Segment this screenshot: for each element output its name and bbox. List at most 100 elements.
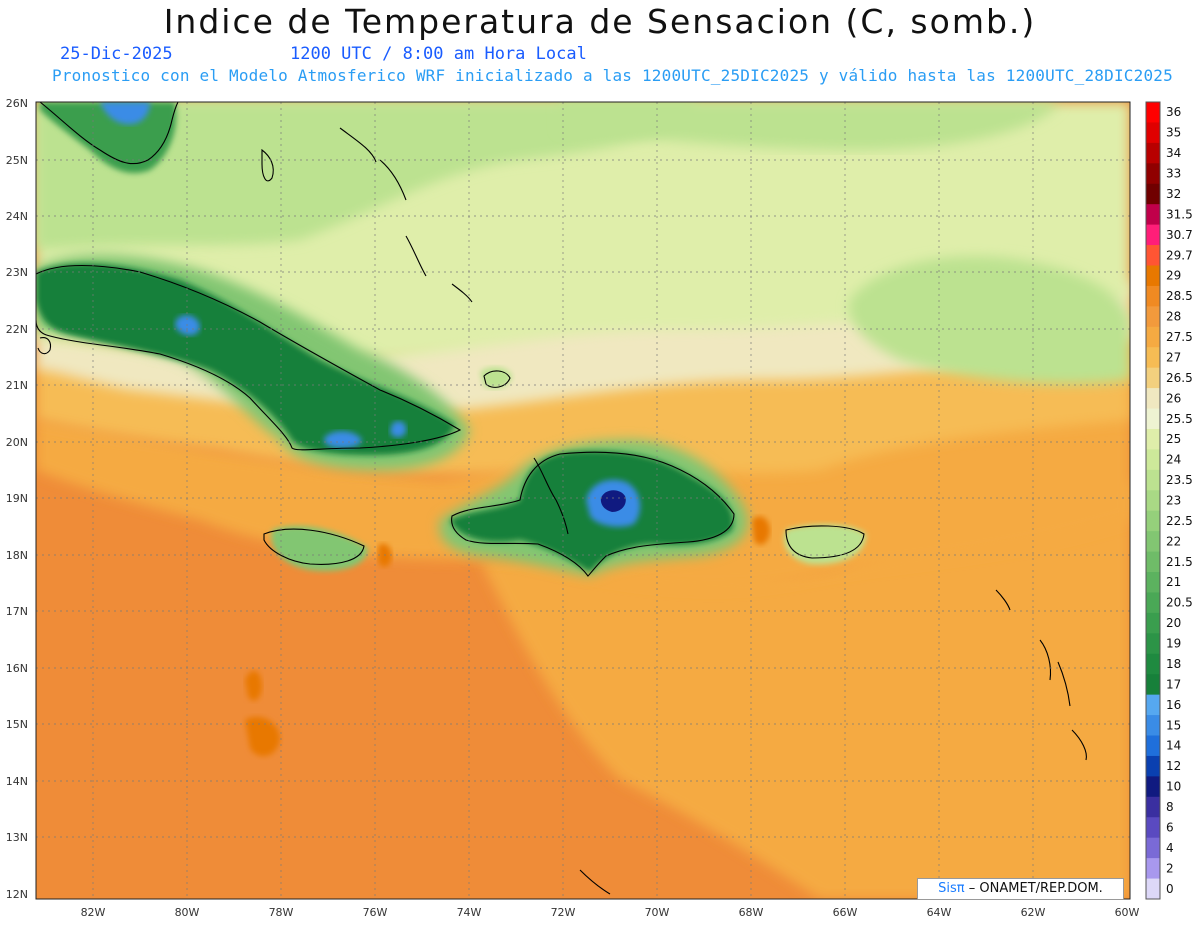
colorbar-label: 12 [1166,759,1181,773]
colorbar-swatch [1146,837,1160,859]
colorbar-label: 33 [1166,167,1181,181]
colorbar-label: 29 [1166,269,1181,283]
colorbar-swatch [1146,245,1160,266]
lon-label: 70W [645,906,670,919]
colorbar-swatch [1146,735,1160,757]
colorbar-label: 26 [1166,391,1181,405]
colorbar-swatch [1146,551,1160,573]
colorbar-swatch [1146,408,1160,430]
colorbar-swatch [1146,326,1160,348]
colorbar-label: 23 [1166,494,1181,508]
colorbar-label: 21.5 [1166,555,1193,569]
map-title: Indice de Temperatura de Sensacion (C, s… [163,2,1037,41]
lat-label: 13N [6,831,28,844]
lon-label: 72W [551,906,576,919]
colorbar-label: 26.5 [1166,371,1193,385]
brand-label: Sisπ [938,881,965,896]
colorbar-swatch [1146,796,1160,818]
colorbar: 36 35 34 33 32 31.5 30.7 29.7 29 28.5 28 27.5 27 26.5… [1145,101,1193,900]
colorbar-swatch [1146,163,1160,185]
lat-label: 26N [6,97,28,110]
colorbar-label: 28 [1166,310,1181,324]
lat-label: 15N [6,718,28,731]
colorbar-label: 27.5 [1166,330,1193,344]
colorbar-label: 31.5 [1166,207,1193,221]
lat-label: 17N [6,605,28,618]
colorbar-swatch [1146,653,1160,675]
colorbar-label: 22.5 [1166,514,1193,528]
longitude-labels: 82W 80W 78W 76W 74W 72W 70W 68W 66W 64W … [81,906,1140,919]
colorbar-label: 21 [1166,575,1181,589]
colorbar-label: 16 [1166,698,1181,712]
colorbar-swatch [1146,224,1160,246]
colorbar-label: 14 [1166,739,1181,753]
colorbar-swatch [1146,306,1160,328]
credit-text: – ONAMET/REP.DOM. [968,881,1103,896]
lon-label: 62W [1021,906,1046,919]
field-layer [36,102,1130,899]
colorbar-label: 4 [1166,841,1174,855]
lon-label: 82W [81,906,106,919]
colorbar-swatch [1146,531,1160,553]
lat-label: 20N [6,436,28,449]
colorbar-label: 30.7 [1166,228,1193,242]
colorbar-swatch [1146,122,1160,144]
colorbar-label: 23.5 [1166,473,1193,487]
colorbar-label: 35 [1166,126,1181,140]
lat-label: 14N [6,775,28,788]
colorbar-label: 34 [1166,146,1181,160]
colorbar-label: 20 [1166,616,1181,630]
colorbar-label: 29.7 [1166,248,1193,262]
colorbar-swatch [1146,265,1160,287]
colorbar-swatch [1146,285,1160,307]
colorbar-swatch [1146,347,1160,369]
colorbar-swatch [1146,183,1160,205]
colorbar-swatch [1146,633,1160,655]
colorbar-swatch [1146,204,1160,226]
map-frame [35,101,1131,900]
colorbar-swatch [1146,428,1160,450]
colorbar-swatch [1146,367,1160,389]
forecast-time: 1200 UTC / 8:00 am Hora Local [290,44,587,64]
colorbar-label: 25 [1166,432,1181,446]
colorbar-label: 6 [1166,820,1174,834]
credit-box: Sisπ – ONAMET/REP.DOM. [917,878,1124,900]
lat-label: 23N [6,266,28,279]
colorbar-swatch [1146,449,1160,471]
colorbar-label: 25.5 [1166,412,1193,426]
colorbar-label: 27 [1166,350,1181,364]
lon-label: 68W [739,906,764,919]
colorbar-swatch [1146,572,1160,593]
colorbar-label: 32 [1166,187,1181,201]
colorbar-swatch [1146,510,1160,532]
lon-label: 74W [457,906,482,919]
colorbar-label: 28.5 [1166,289,1193,303]
colorbar-swatch [1146,102,1160,123]
colorbar-swatch [1146,694,1160,716]
colorbar-label: 36 [1166,105,1181,119]
colorbar-label: 22 [1166,534,1181,548]
colorbar-swatch [1146,592,1160,614]
colorbar-swatch [1146,858,1160,880]
colorbar-swatch [1146,674,1160,696]
lat-label: 19N [6,492,28,505]
colorbar-frame [1145,101,1161,900]
colorbar-swatch [1146,878,1160,900]
lat-label: 21N [6,379,28,392]
lat-label: 22N [6,323,28,336]
colorbar-swatch [1146,388,1160,410]
colorbar-swatch [1146,490,1160,512]
lon-label: 78W [269,906,294,919]
lat-label: 16N [6,662,28,675]
colorbar-label: 2 [1166,861,1174,875]
lon-label: 66W [833,906,858,919]
forecast-subtitle: Pronostico con el Modelo Atmosferico WRF… [52,66,1173,85]
colorbar-label: 15 [1166,718,1181,732]
latitude-labels: 26N 25N 24N 23N 22N 21N 20N 19N 18N 17N … [6,97,28,901]
lon-label: 76W [363,906,388,919]
colorbar-swatch [1146,469,1160,491]
colorbar-label: 20.5 [1166,596,1193,610]
lon-label: 64W [927,906,952,919]
forecast-date: 25-Dic-2025 [60,44,173,64]
lat-label: 18N [6,549,28,562]
